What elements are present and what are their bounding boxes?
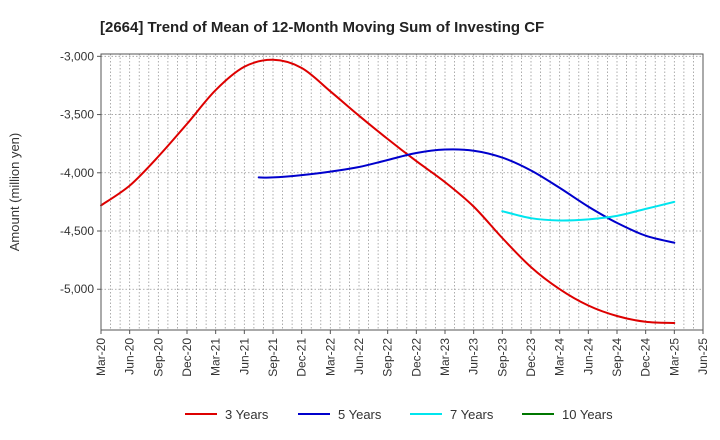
x-axis-ticks: Mar-20 Jun-20 Sep-20 Dec-20 Mar-21 Jun-21 Sep-…: [94, 330, 710, 377]
series-line-3-years: [100, 58, 676, 324]
legend-label-5-years: 5 Years: [338, 407, 382, 422]
series-line-5-years: [257, 148, 676, 244]
x-tick-label: Mar-20: [94, 338, 108, 376]
x-tick-label: Mar-22: [323, 338, 337, 376]
series-layer: [100, 58, 676, 324]
x-tick-label: Dec-24: [639, 338, 653, 377]
x-tick-label: Mar-21: [209, 338, 223, 376]
series-line-7-years: [501, 200, 676, 222]
legend-label-7-years: 7 Years: [450, 407, 494, 422]
x-tick-label: Jun-24: [581, 338, 595, 375]
y-tick-label: -4,000: [60, 166, 94, 180]
x-tick-label: Jun-25: [696, 338, 710, 375]
y-axis-label: Amount (million yen): [7, 133, 22, 252]
x-tick-label: Mar-25: [667, 338, 681, 376]
y-tick-label: -4,500: [60, 224, 94, 238]
y-tick-label: -3,500: [60, 108, 94, 122]
x-tick-label: Mar-24: [553, 338, 567, 376]
y-tick-label: -5,000: [60, 282, 94, 296]
x-tick-label: Dec-22: [409, 338, 423, 377]
plot-border: [100, 53, 704, 331]
chart-title: [2664] Trend of Mean of 12-Month Moving …: [100, 19, 544, 36]
plot-area: [101, 54, 703, 330]
x-tick-label: Jun-22: [352, 338, 366, 375]
y-axis-ticks: -3,000 -3,500 -4,000 -4,500 -5,000: [60, 49, 101, 296]
x-tick-label: Mar-23: [438, 338, 452, 376]
legend-label-10-years: 10 Years: [562, 407, 613, 422]
x-tick-label: Sep-24: [610, 338, 624, 377]
y-tick-label: -3,000: [60, 49, 94, 63]
x-tick-label: Sep-23: [495, 338, 509, 377]
x-tick-label: Sep-20: [151, 338, 165, 377]
plot-background: [101, 54, 703, 330]
plot-frame: [100, 53, 704, 331]
x-tick-label: Sep-22: [381, 338, 395, 377]
x-tick-label: Jun-21: [237, 338, 251, 375]
x-tick-label: Jun-23: [467, 338, 481, 375]
gridlines: [101, 54, 703, 330]
x-tick-label: Dec-20: [180, 338, 194, 377]
x-tick-label: Dec-23: [524, 338, 538, 377]
x-tick-label: Sep-21: [266, 338, 280, 377]
x-tick-label: Dec-21: [295, 338, 309, 377]
legend: 3 Years 5 Years 7 Years 10 Years: [185, 407, 613, 422]
legend-label-3-years: 3 Years: [225, 407, 269, 422]
x-tick-label: Jun-20: [123, 338, 137, 375]
